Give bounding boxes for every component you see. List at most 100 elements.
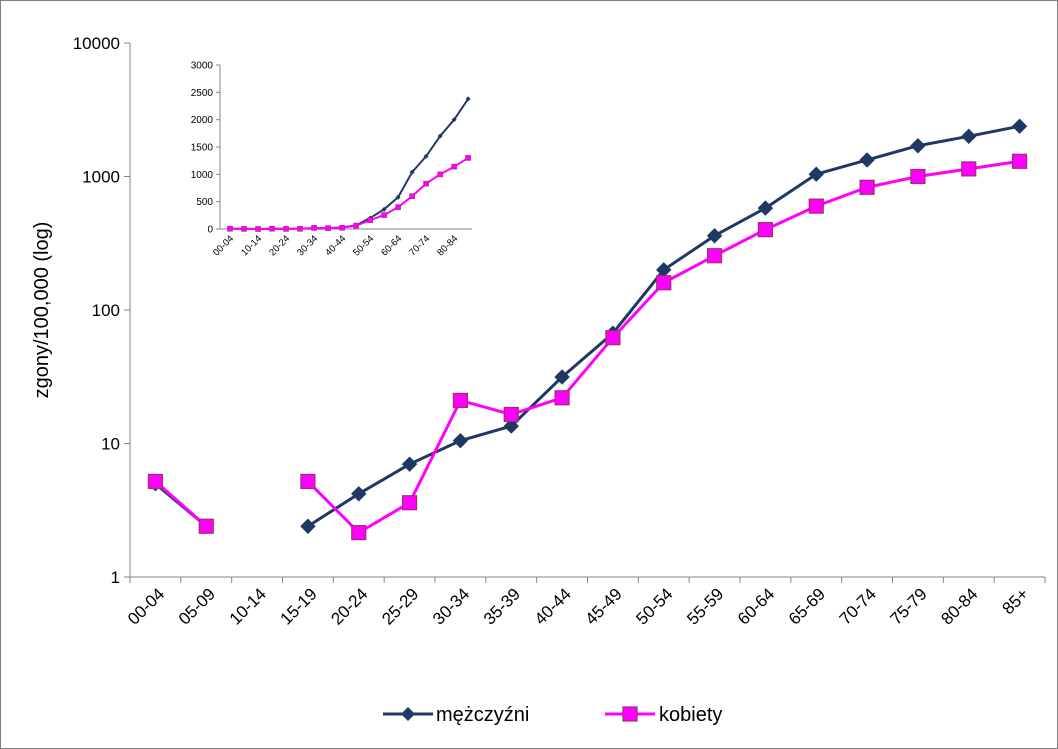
main-point <box>808 166 824 182</box>
main-point <box>401 456 418 472</box>
main-point <box>554 390 570 406</box>
main-point <box>554 369 570 385</box>
x-tick-label: 30-34 <box>429 584 473 628</box>
inset-point <box>465 96 471 102</box>
x-tick-label: 25-29 <box>378 584 422 628</box>
inset-point <box>395 194 401 200</box>
inset-point <box>311 225 317 231</box>
y-tick-label: 10000 <box>73 34 120 53</box>
main-point <box>452 392 469 409</box>
inset-y-tick-label: 0 <box>207 225 213 236</box>
inset-y-tick-label: 3000 <box>191 61 214 72</box>
inset-point <box>269 225 275 232</box>
legend-label-1: kobiety <box>659 704 722 726</box>
x-tick-label: 70-74 <box>836 584 880 628</box>
main-point <box>300 473 316 490</box>
legend-marker-square <box>622 706 638 722</box>
y-tick-label: 1 <box>111 568 120 587</box>
main-point <box>198 518 214 534</box>
inset-point <box>409 193 415 199</box>
x-tick-label: 20-24 <box>327 584 371 628</box>
x-tick-label: 35-39 <box>480 584 524 628</box>
x-tick-label: 05-09 <box>175 584 219 628</box>
x-tick-label: 80-84 <box>937 584 981 628</box>
main-series-line-1 <box>154 480 208 528</box>
x-tick-label: 10-14 <box>226 584 270 628</box>
inset-series-line-0 <box>229 98 469 231</box>
main-point <box>808 198 824 214</box>
x-tick-label: 75-79 <box>887 584 931 628</box>
main-point <box>859 152 875 168</box>
inset-point <box>367 217 373 224</box>
inset-x-tick-label: 40-44 <box>323 233 348 258</box>
inset-point <box>451 163 457 170</box>
x-tick-label: 15-19 <box>277 584 321 628</box>
x-tick-label: 85+ <box>999 584 1033 618</box>
main-point <box>300 518 316 534</box>
inset-point <box>283 226 289 232</box>
main-point <box>503 406 519 423</box>
inset-point <box>395 204 401 210</box>
x-tick-label: 45-49 <box>582 584 626 628</box>
inset-point <box>465 155 471 161</box>
legend-marker-diamond <box>401 707 415 721</box>
inset-linear-chart: 0 500 1000 1500 2000 2500 3000 00-04 10-14 20-24 3… <box>191 61 472 258</box>
inset-x-tick-label: 80-84 <box>435 233 460 258</box>
inset-point <box>423 153 429 159</box>
x-tick-label: 40-44 <box>531 584 575 628</box>
inset-point <box>297 225 303 232</box>
legend-label-0: mężczyźni <box>436 704 529 726</box>
inset-point <box>437 133 443 139</box>
inset-y-tick-label: 500 <box>196 197 213 208</box>
inset-point <box>381 212 387 218</box>
main-point <box>757 222 774 238</box>
main-point <box>757 200 774 216</box>
inset-x-tick-label: 70-74 <box>407 233 432 258</box>
inset-x-tick-label: 10-14 <box>239 233 264 258</box>
inset-point <box>353 222 359 229</box>
main-point <box>503 418 519 434</box>
legend: mężczyźni kobiety <box>383 704 722 726</box>
main-point <box>706 248 723 264</box>
main-point <box>452 432 469 449</box>
main-point <box>351 486 367 502</box>
main-point <box>961 128 977 145</box>
y-axis-title: zgony/100,000 (log) <box>31 222 53 399</box>
main-point <box>147 473 164 490</box>
main-point <box>706 228 723 244</box>
main-point <box>401 495 418 511</box>
inset-x-tick-label: 00-04 <box>211 233 236 258</box>
inset-series-line-1 <box>229 157 469 231</box>
main-point <box>1011 153 1028 169</box>
inset-point <box>325 225 331 231</box>
y-tick-label: 1000 <box>82 168 120 187</box>
inset-y-tick-label: 1000 <box>191 170 214 181</box>
x-tick-label: 50-54 <box>632 584 676 628</box>
x-tick-label: 65-69 <box>785 584 829 628</box>
main-point <box>910 168 926 185</box>
inset-point <box>255 226 261 232</box>
x-tick-label: 60-64 <box>734 584 778 628</box>
inset-point <box>241 226 247 232</box>
y-tick-label: 100 <box>92 301 120 320</box>
main-series-line-1 <box>306 159 1020 535</box>
inset-x-tick-label: 20-24 <box>267 233 292 258</box>
inset-point <box>409 169 415 175</box>
inset-point <box>437 171 443 178</box>
main-point <box>605 330 621 346</box>
inset-point <box>339 224 345 231</box>
x-tick-label: 00-04 <box>124 584 168 628</box>
inset-x-tick-label: 60-64 <box>379 233 404 258</box>
inset-point <box>423 180 429 187</box>
inset-x-tick-label: 50-54 <box>351 233 376 258</box>
inset-y-tick-label: 2500 <box>191 88 214 99</box>
inset-y-tick-label: 1500 <box>191 143 214 154</box>
main-point <box>910 138 926 154</box>
inset-point <box>227 225 233 232</box>
main-point <box>656 275 672 291</box>
main-point <box>961 161 977 177</box>
inset-x-tick-label: 30-34 <box>295 233 320 258</box>
inset-point <box>451 117 457 123</box>
